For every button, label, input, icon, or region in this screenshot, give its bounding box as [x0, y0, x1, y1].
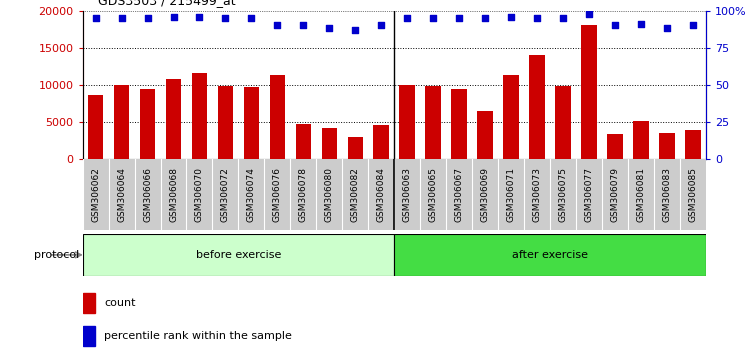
Text: GSM306069: GSM306069	[481, 167, 490, 222]
Point	[167, 14, 179, 19]
Point	[297, 23, 309, 28]
Bar	[243, 87, 259, 159]
Text: GSM306074: GSM306074	[247, 167, 256, 222]
Point	[453, 15, 465, 21]
Text: GSM306068: GSM306068	[169, 167, 178, 222]
Bar	[321, 129, 337, 159]
Point	[427, 15, 439, 21]
Bar	[83, 326, 95, 346]
Point	[401, 15, 413, 21]
Text: GSM306084: GSM306084	[377, 167, 386, 222]
Bar	[659, 132, 675, 159]
Bar	[192, 73, 207, 159]
Bar	[373, 125, 389, 159]
Bar	[348, 137, 363, 159]
Bar	[83, 234, 394, 276]
Point	[324, 25, 336, 31]
Point	[116, 15, 128, 21]
Text: GSM306076: GSM306076	[273, 167, 282, 222]
Bar	[114, 85, 129, 159]
Text: GSM306066: GSM306066	[143, 167, 152, 222]
Point	[89, 15, 101, 21]
Point	[609, 23, 621, 28]
Bar	[83, 293, 95, 313]
Point	[505, 14, 517, 19]
Text: GSM306083: GSM306083	[662, 167, 671, 222]
Text: GSM306062: GSM306062	[91, 167, 100, 222]
Point	[557, 15, 569, 21]
Bar	[218, 86, 234, 159]
Point	[271, 23, 283, 28]
Point	[219, 15, 231, 21]
Text: GSM306070: GSM306070	[195, 167, 204, 222]
Text: GSM306071: GSM306071	[507, 167, 516, 222]
Bar	[685, 130, 701, 159]
Text: GSM306075: GSM306075	[559, 167, 568, 222]
Text: GSM306067: GSM306067	[454, 167, 463, 222]
Bar	[400, 85, 415, 159]
Point	[583, 11, 595, 16]
Bar	[478, 111, 493, 159]
Text: GSM306073: GSM306073	[532, 167, 541, 222]
Bar	[426, 86, 441, 159]
Point	[246, 15, 258, 21]
Point	[635, 21, 647, 27]
Text: protocol: protocol	[34, 250, 79, 260]
Bar	[451, 90, 467, 159]
Bar	[529, 55, 545, 159]
Text: GSM306081: GSM306081	[637, 167, 646, 222]
Point	[349, 27, 361, 33]
Bar	[140, 89, 155, 159]
Bar	[503, 75, 519, 159]
Point	[479, 15, 491, 21]
Point	[687, 23, 699, 28]
Text: GSM306064: GSM306064	[117, 167, 126, 222]
Text: before exercise: before exercise	[196, 250, 281, 260]
Bar	[581, 25, 597, 159]
Bar	[555, 86, 571, 159]
Bar	[633, 121, 649, 159]
Bar	[296, 124, 311, 159]
Bar	[270, 75, 285, 159]
Bar	[608, 134, 623, 159]
Point	[531, 15, 543, 21]
Text: GSM306063: GSM306063	[403, 167, 412, 222]
Point	[141, 15, 153, 21]
Text: count: count	[104, 298, 136, 308]
Text: GSM306065: GSM306065	[429, 167, 438, 222]
Text: GSM306080: GSM306080	[325, 167, 334, 222]
Text: GSM306078: GSM306078	[299, 167, 308, 222]
Point	[661, 25, 673, 31]
Text: percentile rank within the sample: percentile rank within the sample	[104, 331, 292, 341]
Text: GSM306077: GSM306077	[584, 167, 593, 222]
Point	[194, 14, 206, 19]
Bar	[394, 234, 706, 276]
Text: GDS3503 / 215499_at: GDS3503 / 215499_at	[98, 0, 235, 7]
Point	[376, 23, 388, 28]
Text: GSM306072: GSM306072	[221, 167, 230, 222]
Bar	[88, 95, 104, 159]
Text: after exercise: after exercise	[512, 250, 588, 260]
Bar	[166, 79, 181, 159]
Bar	[83, 159, 706, 230]
Text: GSM306082: GSM306082	[351, 167, 360, 222]
Text: GSM306085: GSM306085	[689, 167, 698, 222]
Text: GSM306079: GSM306079	[611, 167, 620, 222]
